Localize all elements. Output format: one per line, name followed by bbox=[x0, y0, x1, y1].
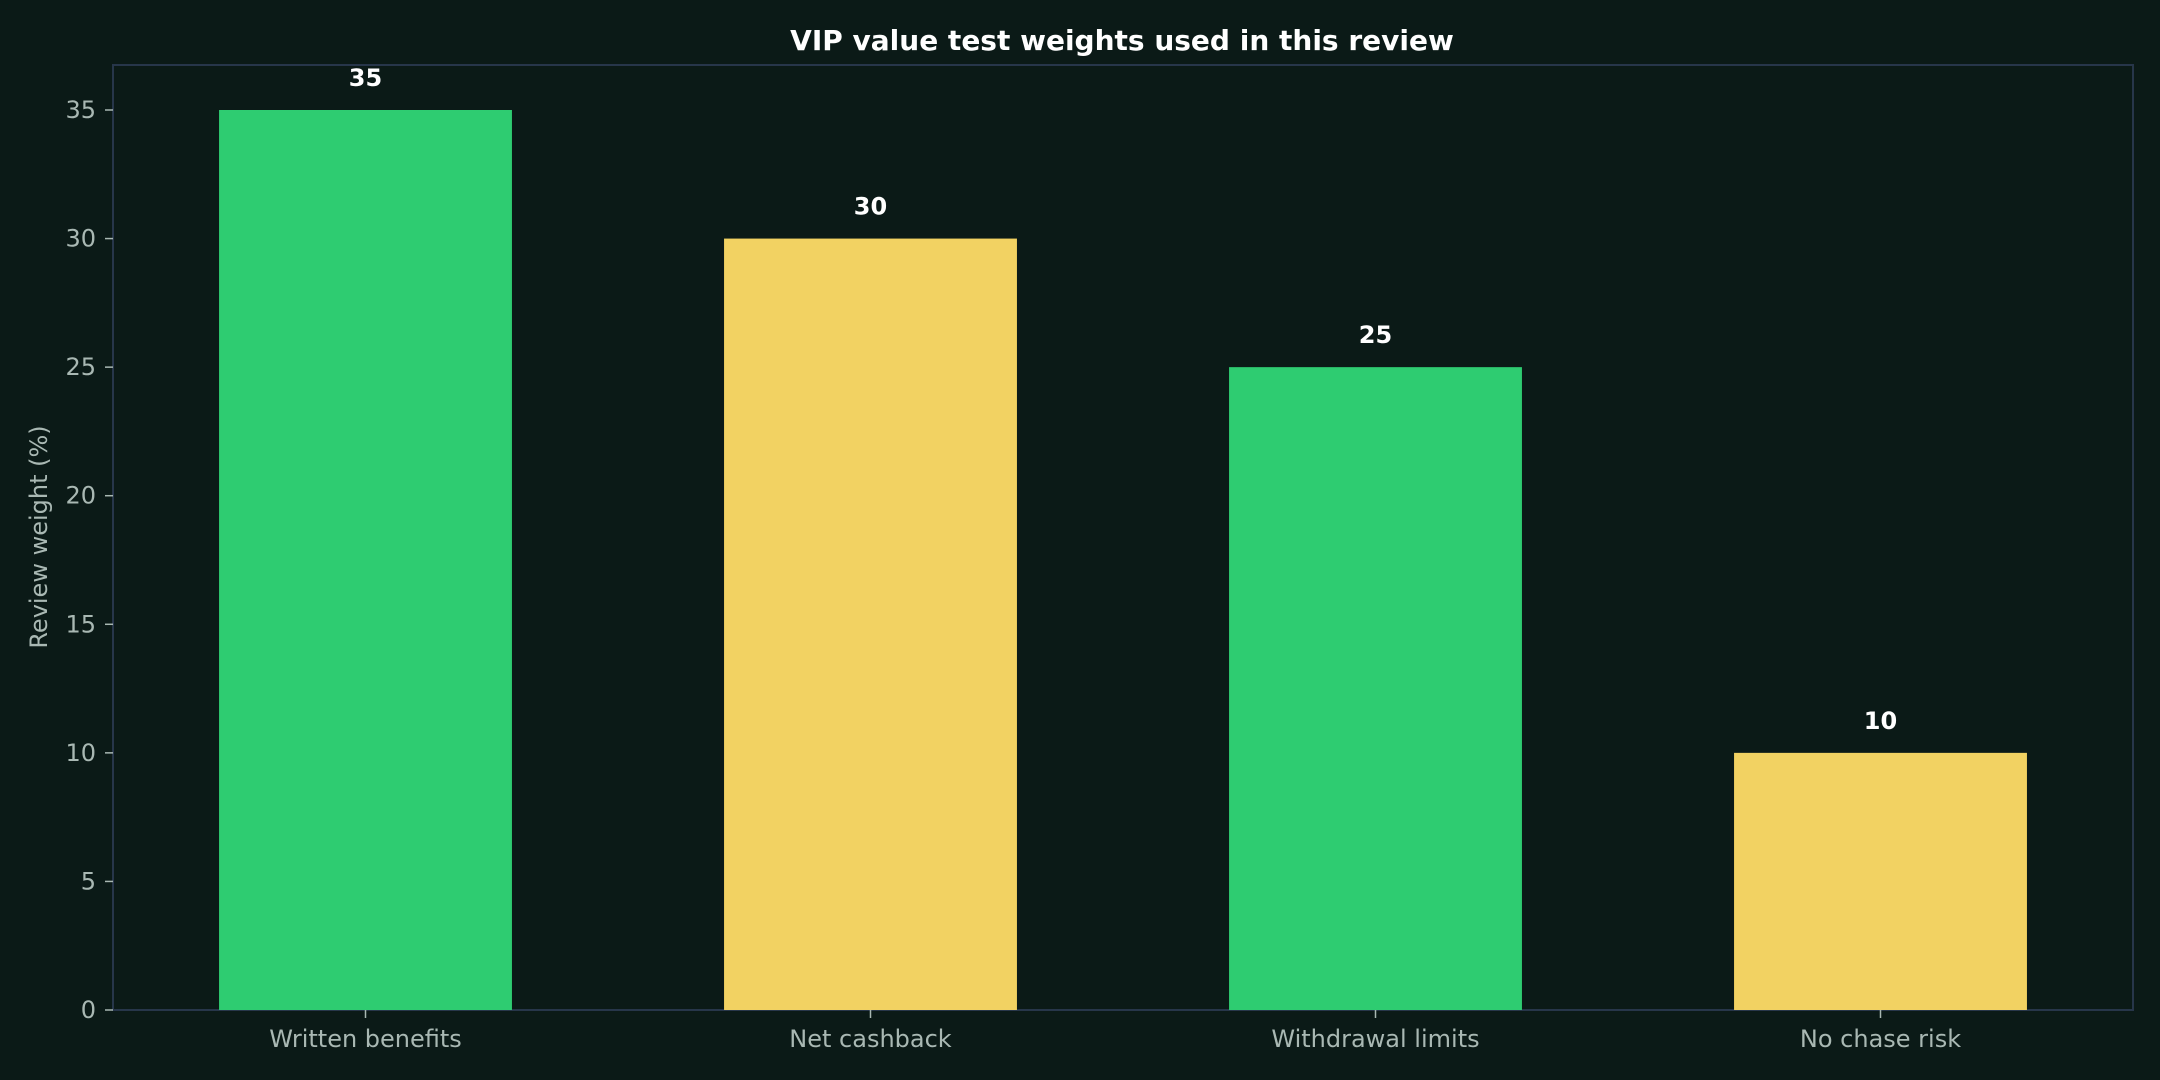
y-tick-label: 15 bbox=[65, 610, 96, 638]
x-tick-label: Net cashback bbox=[789, 1025, 952, 1053]
bar bbox=[1229, 367, 1522, 1011]
y-tick-label: 30 bbox=[65, 225, 96, 253]
y-tick-label: 5 bbox=[81, 867, 96, 895]
bar-value-label: 30 bbox=[854, 193, 887, 221]
y-tick-label: 0 bbox=[81, 996, 96, 1024]
bar-value-label: 35 bbox=[349, 64, 382, 92]
x-tick-label: Withdrawal limits bbox=[1271, 1025, 1479, 1053]
x-axis: Written benefits Net cashback Withdrawal l… bbox=[269, 1010, 1961, 1053]
y-tick-label: 25 bbox=[65, 353, 96, 381]
y-tick-label: 35 bbox=[65, 96, 96, 124]
y-tick-label: 10 bbox=[65, 739, 96, 767]
bars: 35 30 25 10 bbox=[219, 64, 2027, 1011]
y-axis: 0 5 10 15 20 25 30 35 bbox=[65, 96, 113, 1024]
y-axis-label: Review weight (%) bbox=[25, 425, 53, 648]
bar-value-label: 10 bbox=[1864, 707, 1897, 735]
bar bbox=[219, 110, 512, 1010]
bar bbox=[1734, 752, 2027, 1010]
chart-title: VIP value test weights used in this revi… bbox=[790, 24, 1454, 57]
plot-frame bbox=[112, 64, 2134, 1011]
bar bbox=[724, 238, 1017, 1011]
x-tick-label: Written benefits bbox=[269, 1025, 462, 1053]
x-tick-label: No chase risk bbox=[1800, 1025, 1961, 1053]
y-tick-label: 20 bbox=[65, 482, 96, 510]
bar-value-label: 25 bbox=[1359, 321, 1392, 349]
